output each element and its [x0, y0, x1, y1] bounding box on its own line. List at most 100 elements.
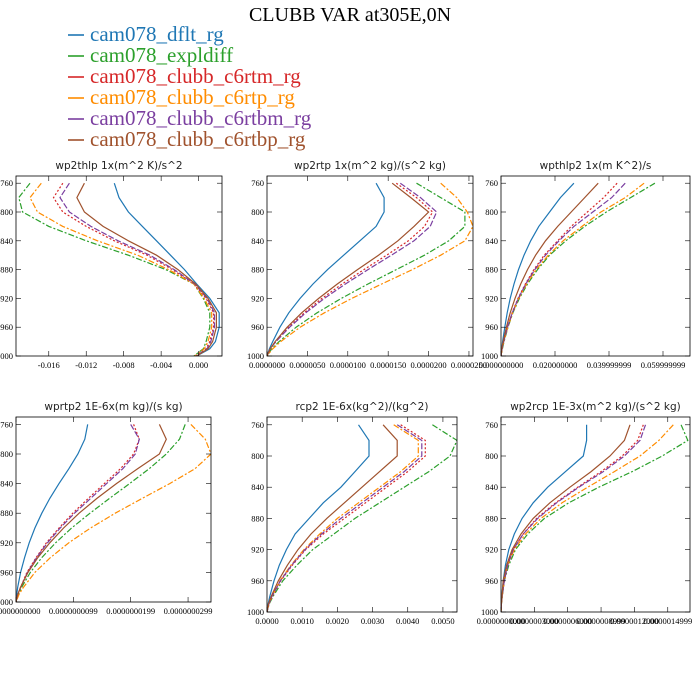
- x-tick-label: 0.020000000: [533, 360, 578, 370]
- x-tick-label: 0.0050: [431, 616, 454, 626]
- y-tick-label: 920: [251, 293, 264, 303]
- y-tick-label: 760: [0, 419, 13, 429]
- x-tick-label: 0.0000003000: [510, 616, 559, 626]
- y-tick-label: 800: [251, 207, 264, 217]
- series-line: [267, 424, 370, 612]
- x-tick-label: 0.0000000299: [164, 606, 213, 616]
- y-tick-label: 880: [0, 508, 13, 518]
- y-tick-label: 960: [485, 322, 498, 332]
- y-tick-label: 1000: [247, 351, 264, 361]
- y-tick-label: 920: [251, 545, 264, 555]
- y-tick-label: 920: [485, 293, 498, 303]
- x-tick-label: 0.0000006000: [543, 616, 592, 626]
- series-line: [501, 182, 575, 356]
- legend-label: cam078_dflt_rg: [90, 22, 224, 46]
- legend-label: cam078_clubb_c6rtm_rg: [90, 64, 301, 88]
- y-tick-label: 760: [251, 420, 264, 430]
- y-tick-label: 920: [0, 538, 13, 548]
- y-tick-label: 760: [251, 178, 264, 188]
- y-tick-label: 880: [251, 265, 264, 275]
- series-line: [59, 182, 216, 356]
- x-tick-label: 0.000: [189, 360, 208, 370]
- x-tick-label: 0.039999999: [587, 360, 632, 370]
- x-tick-label: 0.0030: [361, 616, 384, 626]
- series-line: [16, 423, 211, 602]
- y-tick-label: 920: [485, 545, 498, 555]
- series-line: [501, 182, 656, 356]
- legend-label: cam078_clubb_c6rtp_rg: [90, 85, 295, 109]
- series-line: [16, 424, 167, 602]
- series-line: [76, 182, 217, 356]
- series-line: [267, 182, 473, 356]
- series-line: [267, 424, 419, 612]
- series-line: [16, 424, 140, 602]
- y-tick-label: 960: [0, 567, 13, 577]
- x-tick-label: 0.0040: [396, 616, 419, 626]
- chart-panel: wprtp2 1E-6x(m kg)/(s kg) 760 800 840 880 920…: [0, 401, 212, 616]
- series-line: [113, 183, 220, 356]
- y-tick-label: 880: [485, 265, 498, 275]
- chart-panel: wp2thlp 1x(m^2 K)/s^2 760 800 840 880 920 960 1…: [0, 160, 223, 370]
- series-line: [267, 424, 398, 612]
- y-tick-label: 760: [485, 178, 498, 188]
- series-line: [52, 182, 215, 356]
- y-tick-label: 800: [485, 451, 498, 461]
- y-tick-label: 800: [251, 451, 264, 461]
- panel-title: rcp2 1E-6x(kg^2)/(kg^2): [296, 401, 429, 413]
- y-tick-label: 880: [485, 513, 498, 523]
- series-line: [267, 182, 430, 356]
- x-tick-label: 0.0010: [290, 616, 313, 626]
- y-tick-label: 1000: [481, 351, 498, 361]
- series-line: [501, 182, 645, 356]
- plot-frame: [15, 416, 212, 603]
- plot-frame: [15, 175, 223, 357]
- y-tick-label: 920: [0, 293, 13, 303]
- series-line: [16, 424, 140, 602]
- series-line: [18, 182, 211, 356]
- x-tick-label: 0.0000000000: [0, 606, 40, 616]
- legend-label: cam078_clubb_c6rtbp_rg: [90, 127, 306, 151]
- series-line: [16, 424, 89, 602]
- x-tick-label: 0.0000250: [451, 360, 487, 370]
- series-line: [29, 182, 213, 356]
- panel-title: wp2rtp 1x(m^2 kg)/(s^2 kg): [294, 160, 446, 172]
- legend-label: cam078_clubb_c6rtbm_rg: [90, 106, 312, 130]
- panel-title: wprtp2 1E-6x(m kg)/(s kg): [44, 401, 182, 413]
- figure-title: CLUBB VAR at305E,0N: [249, 4, 451, 26]
- y-tick-label: 840: [251, 482, 264, 492]
- x-tick-label: 0.0000014999: [643, 616, 692, 626]
- y-tick-label: 760: [0, 178, 13, 188]
- panel-title: wp2rcp 1E-3x(m^2 kg)/(s^2 kg): [510, 401, 681, 413]
- panel-title: wp2thlp 1x(m^2 K)/s^2: [55, 160, 182, 172]
- plot-frame: [500, 416, 691, 613]
- y-tick-label: 1000: [0, 597, 13, 607]
- x-tick-label: -0.012: [75, 360, 97, 370]
- chart-panel: wp2rtp 1x(m^2 kg)/(s^2 kg) 760 800 840 880 92…: [247, 160, 487, 370]
- legend: cam078_dflt_rgcam078_expldiffcam078_club…: [68, 22, 312, 151]
- series-line: [267, 182, 438, 356]
- plot-frame: [266, 416, 458, 613]
- x-tick-label: 0.0000150: [370, 360, 406, 370]
- y-tick-label: 960: [485, 576, 498, 586]
- x-tick-label: 0.0000: [255, 616, 278, 626]
- chart-panel: wp2rcp 1E-3x(m^2 kg)/(s^2 kg) 760 800 840 88…: [477, 401, 693, 626]
- x-tick-label: -0.004: [150, 360, 173, 370]
- plot-frame: [266, 175, 474, 357]
- x-tick-label: 0.0000000099: [49, 606, 98, 616]
- series-line: [267, 424, 457, 612]
- chart-panels: wp2thlp 1x(m^2 K)/s^2 760 800 840 880 920 960 1…: [0, 160, 692, 626]
- legend-label: cam078_expldiff: [90, 43, 233, 67]
- y-tick-label: 840: [251, 236, 264, 246]
- series-line: [267, 182, 385, 356]
- plot-frame: [500, 175, 691, 357]
- series-line: [501, 424, 689, 612]
- x-tick-label: 0.0000100: [330, 360, 366, 370]
- y-tick-label: 1000: [247, 607, 264, 617]
- series-line: [267, 424, 423, 612]
- chart-panel: wpthlp2 1x(m K^2)/s 760 800 840 880 920 960 100…: [479, 160, 691, 370]
- y-tick-label: 880: [251, 513, 264, 523]
- y-tick-label: 960: [0, 322, 13, 332]
- y-tick-label: 960: [251, 322, 264, 332]
- panel-title: wpthlp2 1x(m K^2)/s: [540, 160, 652, 172]
- x-tick-label: 0.0020: [326, 616, 349, 626]
